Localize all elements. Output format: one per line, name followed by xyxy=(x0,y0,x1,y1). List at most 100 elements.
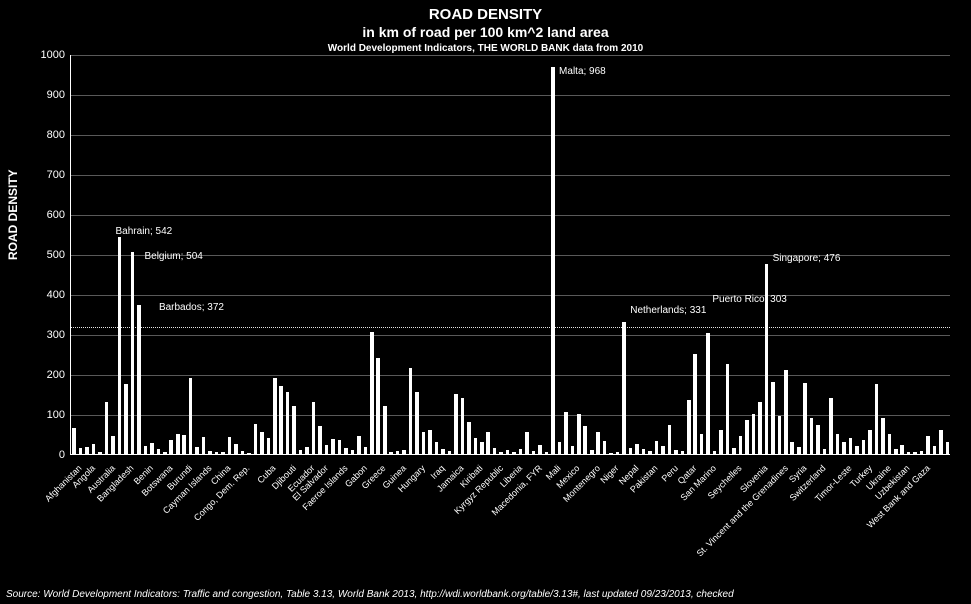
bar xyxy=(745,420,749,454)
bar xyxy=(907,452,911,454)
bar xyxy=(642,449,646,454)
bar xyxy=(635,444,639,454)
bar xyxy=(98,452,102,454)
bar xyxy=(900,445,904,454)
bar xyxy=(150,443,154,454)
bar xyxy=(693,354,697,454)
bar xyxy=(292,406,296,454)
bar xyxy=(144,446,148,454)
bar xyxy=(467,422,471,454)
bar xyxy=(810,418,814,454)
bar xyxy=(797,447,801,454)
x-axis-labels: AfghanistanAngolaAustraliaBangladeshBeni… xyxy=(70,455,950,585)
bar xyxy=(454,394,458,454)
bar xyxy=(85,447,89,454)
bar xyxy=(836,434,840,454)
bar xyxy=(435,442,439,454)
bar xyxy=(344,448,348,454)
bar xyxy=(182,435,186,454)
bar xyxy=(157,449,161,454)
data-label: Netherlands; 331 xyxy=(630,305,706,316)
bar xyxy=(933,446,937,454)
bar xyxy=(461,398,465,454)
bar xyxy=(583,426,587,454)
bar xyxy=(441,449,445,454)
bar xyxy=(668,425,672,454)
bar xyxy=(364,447,368,454)
reference-line xyxy=(71,327,950,328)
bar xyxy=(661,446,665,454)
y-tick-label: 600 xyxy=(47,209,65,221)
bar xyxy=(946,442,950,454)
bar xyxy=(519,449,523,454)
bar xyxy=(202,437,206,454)
bar xyxy=(376,358,380,454)
bar xyxy=(706,333,710,454)
bar xyxy=(72,428,76,454)
bar xyxy=(545,452,549,454)
bar xyxy=(338,440,342,454)
bar xyxy=(622,322,626,454)
bar xyxy=(862,440,866,454)
bar xyxy=(752,414,756,454)
bar xyxy=(79,448,83,454)
bar xyxy=(486,432,490,454)
bar xyxy=(551,67,555,454)
bar xyxy=(681,451,685,454)
bar xyxy=(855,446,859,454)
bar xyxy=(124,384,128,454)
bar xyxy=(920,451,924,454)
gridline xyxy=(71,135,950,136)
bar xyxy=(312,402,316,454)
bar xyxy=(829,398,833,454)
gridline xyxy=(71,175,950,176)
data-label: Malta; 968 xyxy=(559,66,606,77)
bar xyxy=(92,444,96,454)
bar xyxy=(234,444,238,454)
bar xyxy=(260,432,264,454)
chart-title-sub: in km of road per 100 km^2 land area xyxy=(0,24,971,41)
chart-title-main: ROAD DENSITY xyxy=(0,6,971,24)
gridline xyxy=(71,335,950,336)
y-tick-label: 1000 xyxy=(41,49,65,61)
y-tick-label: 100 xyxy=(47,409,65,421)
bar xyxy=(286,392,290,454)
bar xyxy=(409,368,413,454)
bar xyxy=(389,452,393,454)
bar xyxy=(700,434,704,454)
y-tick-label: 700 xyxy=(47,169,65,181)
bar xyxy=(428,430,432,454)
bar xyxy=(131,252,135,454)
bar xyxy=(474,438,478,454)
bar xyxy=(616,452,620,454)
bar xyxy=(325,445,329,454)
bar xyxy=(784,370,788,454)
bar xyxy=(208,451,212,454)
bar xyxy=(506,450,510,454)
bar xyxy=(564,412,568,454)
bar xyxy=(894,449,898,454)
bar xyxy=(118,237,122,454)
y-tick-label: 500 xyxy=(47,249,65,261)
bar xyxy=(415,392,419,454)
plot-area: 01002003004005006007008009001000Bahrain;… xyxy=(70,55,950,455)
bar xyxy=(888,434,892,454)
y-tick-label: 400 xyxy=(47,289,65,301)
bar xyxy=(803,383,807,454)
bar xyxy=(273,378,277,454)
bar xyxy=(719,430,723,454)
bar xyxy=(758,402,762,454)
bar xyxy=(383,406,387,454)
bar xyxy=(357,436,361,454)
y-tick-label: 800 xyxy=(47,129,65,141)
gridline xyxy=(71,95,950,96)
bar xyxy=(739,436,743,454)
bar xyxy=(512,452,516,454)
data-label: Singapore; 476 xyxy=(773,253,841,264)
bar xyxy=(842,442,846,454)
bar xyxy=(195,447,199,454)
bar xyxy=(765,264,769,454)
bar xyxy=(713,451,717,454)
chart-container: ROAD DENSITY in km of road per 100 km^2 … xyxy=(0,0,971,604)
bar xyxy=(674,450,678,454)
